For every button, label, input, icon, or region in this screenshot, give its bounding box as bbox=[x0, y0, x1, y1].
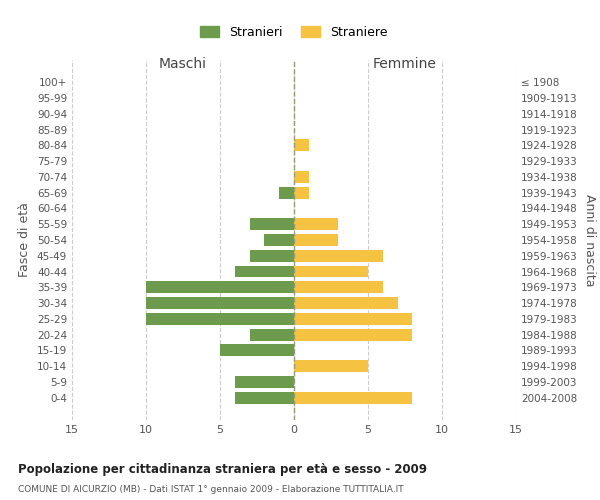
Bar bbox=[146, 282, 294, 293]
Y-axis label: Anni di nascita: Anni di nascita bbox=[583, 194, 596, 286]
Text: Femmine: Femmine bbox=[373, 57, 437, 71]
Bar bbox=[250, 250, 294, 262]
Bar bbox=[220, 344, 294, 356]
Bar bbox=[294, 313, 412, 325]
Text: COMUNE DI AICURZIO (MB) - Dati ISTAT 1° gennaio 2009 - Elaborazione TUTTITALIA.I: COMUNE DI AICURZIO (MB) - Dati ISTAT 1° … bbox=[18, 485, 404, 494]
Bar bbox=[294, 360, 368, 372]
Bar bbox=[294, 218, 338, 230]
Bar bbox=[250, 218, 294, 230]
Bar bbox=[294, 328, 412, 340]
Bar bbox=[294, 187, 309, 198]
Bar bbox=[294, 297, 398, 309]
Bar bbox=[294, 234, 338, 246]
Bar bbox=[294, 282, 383, 293]
Text: Maschi: Maschi bbox=[159, 57, 207, 71]
Bar bbox=[294, 140, 309, 151]
Bar bbox=[294, 266, 368, 278]
Bar bbox=[250, 328, 294, 340]
Bar bbox=[235, 376, 294, 388]
Bar bbox=[146, 297, 294, 309]
Bar bbox=[235, 392, 294, 404]
Text: Popolazione per cittadinanza straniera per età e sesso - 2009: Popolazione per cittadinanza straniera p… bbox=[18, 462, 427, 475]
Bar bbox=[146, 313, 294, 325]
Bar bbox=[279, 187, 294, 198]
Bar bbox=[294, 250, 383, 262]
Legend: Stranieri, Straniere: Stranieri, Straniere bbox=[194, 20, 394, 45]
Bar bbox=[294, 392, 412, 404]
Bar bbox=[265, 234, 294, 246]
Bar bbox=[235, 266, 294, 278]
Bar bbox=[294, 171, 309, 183]
Y-axis label: Fasce di età: Fasce di età bbox=[19, 202, 31, 278]
